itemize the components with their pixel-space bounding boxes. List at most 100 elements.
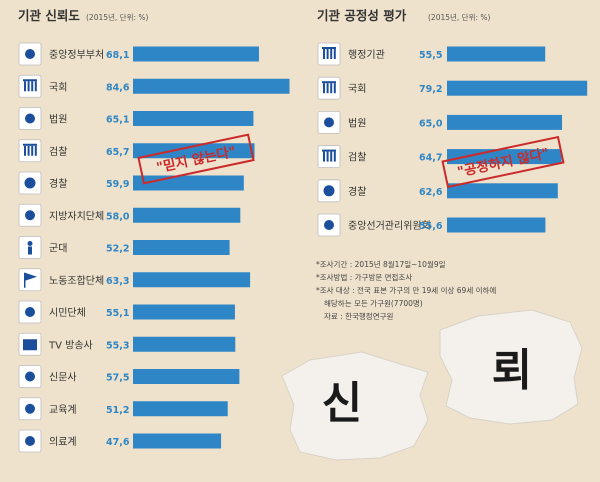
national-assembly-icon [317, 76, 341, 100]
chart-row: 법원 65,0 [317, 111, 563, 134]
police-badge-icon [18, 171, 42, 195]
court-icon [317, 111, 341, 134]
bar [133, 336, 236, 352]
category-label: 국회 [348, 83, 366, 95]
category-label: 경찰 [348, 185, 366, 198]
category-label: 검찰 [49, 146, 67, 158]
category-label: 교육계 [49, 404, 77, 416]
chart-row: 의료계 47,6 [18, 429, 222, 453]
bar [133, 111, 254, 126]
note-survey-target-cont: 해당하는 모든 가구원(7700명) [324, 298, 423, 308]
chart-row: 교육계 51,2 [18, 397, 228, 421]
chart-row: 행정기관 55,5 [317, 42, 546, 66]
bar [133, 240, 230, 255]
category-label: 국회 [49, 81, 67, 93]
fairness-bar-chart: 행정기관 55,5 국회 79,2 법원 65,0 검찰 64,7 경찰 62,6 중앙선거관리위원… [317, 42, 588, 237]
trust-bar-chart: 중앙정부부처 68,1 국회 84,6 법원 65,1 검찰 65,7 경찰 59,9 지방자치단체… [18, 42, 290, 453]
value-label: 57,5 [106, 373, 129, 384]
bar [133, 78, 290, 94]
note-source: 자료 : 한국행정연구원 [324, 311, 393, 321]
court-icon [18, 107, 42, 130]
bar [447, 80, 588, 96]
chart-row: 검찰 65,7 [18, 139, 255, 163]
torn-paper-right: 뢰 [439, 309, 583, 425]
prosecution-icon [317, 145, 341, 169]
value-label: 62,6 [419, 187, 443, 198]
value-label: 58,0 [106, 211, 130, 222]
left-chart-title: 기관 신뢰도 [18, 8, 80, 23]
chart-row: 경찰 62,6 [317, 179, 558, 203]
category-label: 중앙선거관리위원회 [348, 219, 431, 232]
bar [133, 433, 222, 449]
labor-union-flag-icon [18, 268, 42, 292]
police-badge-icon [317, 179, 341, 203]
category-label: 의료계 [49, 436, 77, 448]
category-label: 경찰 [49, 177, 67, 190]
value-label: 63,3 [106, 276, 129, 287]
prosecution-icon [18, 139, 42, 163]
note-survey-period: *조사기간 : 2015년 8월17일~10월9일 [316, 259, 446, 269]
bar [447, 183, 558, 199]
value-label: 55,3 [106, 340, 129, 351]
chart-row: 검찰 64,7 [317, 145, 562, 169]
value-label: 64,7 [419, 153, 442, 164]
category-label: 행정기관 [348, 49, 385, 61]
value-label: 84,6 [106, 82, 130, 93]
bar [447, 46, 546, 62]
category-label: 검찰 [348, 152, 366, 164]
administrative-agency-icon [317, 42, 341, 66]
survey-notes: *조사기간 : 2015년 8월17일~10월9일 *조사방법 : 가구방문 면… [316, 259, 496, 321]
chart-row: 노동조합단체 63,3 [18, 268, 251, 292]
chart-row: 시민단체 55,1 [18, 300, 235, 324]
value-label: 65,1 [106, 115, 129, 126]
chart-row: 중앙정부부처 68,1 [18, 42, 259, 66]
bar [133, 207, 241, 223]
bar [447, 217, 546, 233]
chart-row: 국회 79,2 [317, 76, 588, 100]
value-label: 55,5 [419, 50, 442, 61]
value-label: 47,6 [106, 437, 130, 448]
bar [133, 143, 255, 159]
value-label: 55,1 [106, 308, 129, 319]
citizens-group-icon [18, 300, 42, 324]
bar [133, 304, 235, 320]
category-label: 노동조합단체 [49, 275, 104, 287]
bar [447, 114, 563, 130]
chart-row: 신문사 57,5 [18, 365, 240, 388]
chart-row: 군대 52,2 [18, 236, 230, 259]
soldier-icon [18, 236, 42, 259]
government-emblem-icon [18, 42, 42, 66]
chart-row: 지방자치단체 58,0 [18, 203, 241, 227]
torn-paper-char-shin: 신 [322, 378, 362, 429]
chart-row: 국회 84,6 [18, 74, 290, 98]
value-label: 79,2 [419, 84, 442, 95]
bar [133, 369, 240, 384]
right-chart-unit-note: (2015년, 단위: %) [428, 12, 491, 22]
bar [133, 401, 228, 417]
category-label: 군대 [49, 243, 67, 255]
left-chart-unit-note: (2015년, 단위: %) [86, 12, 149, 22]
value-label: 52,2 [106, 244, 129, 255]
category-label: 중앙정부부처 [49, 49, 104, 61]
value-label: 68,1 [106, 50, 129, 61]
education-icon [18, 397, 42, 421]
newspaper-icon [18, 365, 42, 388]
note-survey-target: *조사 대상 : 전국 표본 가구의 만 19세 이상 69세 이하에 [316, 285, 496, 295]
category-label: 법원 [348, 117, 366, 129]
chart-row: 경찰 59,9 [18, 171, 244, 195]
note-survey-method: *조사방법 : 가구방문 면접조사 [316, 272, 412, 282]
category-label: 신문사 [49, 372, 77, 384]
value-label: 65,0 [419, 118, 443, 129]
bar [447, 149, 562, 165]
value-label: 55,6 [419, 221, 443, 232]
bar [133, 46, 259, 62]
local-government-icon [18, 203, 42, 227]
value-label: 51,2 [106, 405, 129, 416]
category-label: 시민단체 [49, 307, 86, 319]
torn-paper-char-roe: 뢰 [492, 345, 532, 396]
category-label: 법원 [49, 114, 67, 126]
chart-row: TV 방송사 55,3 [18, 332, 236, 356]
value-label: 59,9 [106, 179, 129, 190]
